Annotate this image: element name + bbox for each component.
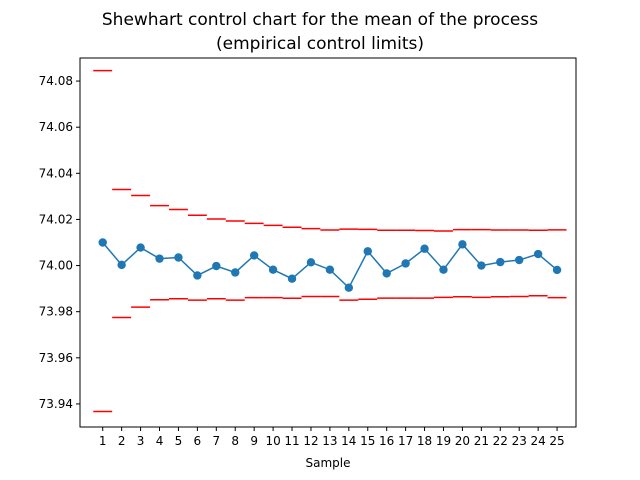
x-tick-label: 21 <box>474 434 489 448</box>
x-tick-label: 8 <box>231 434 239 448</box>
x-tick-label: 1 <box>99 434 107 448</box>
sample-mean-point <box>363 247 372 256</box>
x-tick-label: 25 <box>549 434 564 448</box>
chart-title-line-2: (empirical control limits) <box>216 34 424 54</box>
sample-mean-point <box>287 274 297 283</box>
y-tick-label: 73.98 <box>39 305 73 319</box>
y-tick-label: 74.06 <box>39 120 73 134</box>
x-tick-label: 20 <box>455 434 470 448</box>
sample-mean-point <box>477 261 486 270</box>
sample-mean-point <box>344 283 354 292</box>
y-tick-label: 74.00 <box>39 259 73 273</box>
x-tick-label: 14 <box>341 434 356 448</box>
sample-mean-point <box>533 249 543 259</box>
y-tick-label: 73.94 <box>39 397 73 411</box>
x-tick-label: 15 <box>360 434 375 448</box>
sample-mean-series <box>98 238 562 292</box>
plot-frame <box>79 57 577 428</box>
sample-mean-point <box>231 268 240 277</box>
sample-mean-point <box>515 255 524 265</box>
control-limit-marks <box>93 69 567 413</box>
x-tick-label: 9 <box>250 434 258 448</box>
y-tick-label: 74.08 <box>39 74 73 88</box>
y-tick-label: 73.96 <box>39 351 73 365</box>
sample-mean-point <box>306 258 316 267</box>
x-tick-label: 3 <box>137 434 145 448</box>
sample-mean-point <box>439 265 448 274</box>
sample-mean-point <box>174 253 183 262</box>
x-tick-label: 18 <box>417 434 432 448</box>
sample-mean-point <box>136 243 145 252</box>
x-tick-label: 6 <box>194 434 202 448</box>
sample-mean-point <box>552 265 562 275</box>
x-tick-label: 12 <box>303 434 318 448</box>
x-tick-label: 7 <box>212 434 220 448</box>
x-tick-label: 10 <box>265 434 280 448</box>
axes: 1 2 3 4 5 6 7 8 9 10 11 12 13 14 15 16 17 18 19 20 21 22 23 24 2… <box>39 57 577 448</box>
x-tick-label: 19 <box>436 434 451 448</box>
sample-mean-point <box>382 269 391 278</box>
x-tick-label: 2 <box>118 434 126 448</box>
y-tick-label: 74.04 <box>39 166 73 180</box>
sample-mean-point <box>249 251 259 260</box>
sample-mean-point <box>401 259 410 268</box>
sample-mean-point <box>496 257 505 267</box>
x-tick-label: 22 <box>493 434 508 448</box>
sample-mean-point <box>212 261 221 271</box>
sample-mean-point <box>268 265 278 274</box>
x-tick-label: 5 <box>175 434 183 448</box>
x-tick-label: 24 <box>530 434 545 448</box>
sample-mean-point <box>155 254 164 263</box>
x-tick-label: 13 <box>322 434 337 448</box>
y-tick-label: 74.02 <box>39 212 73 226</box>
sample-mean-point <box>325 265 335 274</box>
x-tick-label: 16 <box>379 434 394 448</box>
x-tick-label: 11 <box>284 434 299 448</box>
sample-mean-point <box>117 260 126 270</box>
x-tick-label: 23 <box>512 434 527 448</box>
x-axis-label: Sample <box>306 456 351 470</box>
sample-mean-point <box>193 271 202 280</box>
x-tick-label: 17 <box>398 434 413 448</box>
sample-mean-point <box>420 244 429 253</box>
sample-mean-point <box>458 240 467 249</box>
sample-mean-line <box>102 242 558 289</box>
x-tick-label: 4 <box>156 434 164 448</box>
sample-mean-point <box>98 238 107 247</box>
chart-title-line-1: Shewhart control chart for the mean of t… <box>102 10 538 30</box>
